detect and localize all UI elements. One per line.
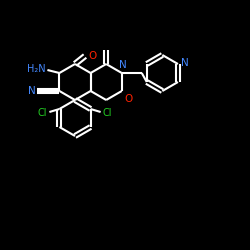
Text: H₂N: H₂N [27, 64, 46, 74]
Text: N: N [28, 86, 36, 96]
Text: N: N [119, 60, 127, 70]
Text: O: O [125, 94, 133, 104]
Text: Cl: Cl [102, 108, 112, 118]
Text: N: N [181, 58, 189, 68]
Text: Cl: Cl [38, 108, 48, 118]
Text: O: O [88, 51, 96, 61]
